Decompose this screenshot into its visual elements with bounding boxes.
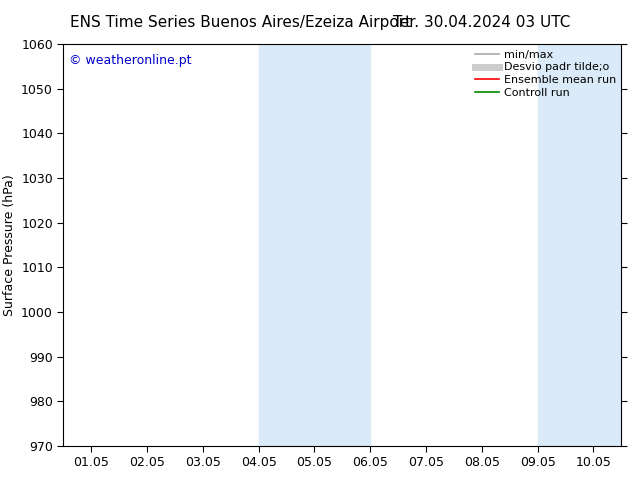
Bar [538, 44, 621, 446]
Y-axis label: Surface Pressure (hPa): Surface Pressure (hPa) [3, 174, 16, 316]
Bar [259, 44, 370, 446]
Legend: min/max, Desvio padr tilde;o, Ensemble mean run, Controll run: min/max, Desvio padr tilde;o, Ensemble m… [475, 49, 616, 98]
Text: Ter. 30.04.2024 03 UTC: Ter. 30.04.2024 03 UTC [393, 15, 571, 30]
Text: © weatheronline.pt: © weatheronline.pt [69, 54, 191, 67]
Text: ENS Time Series Buenos Aires/Ezeiza Airport: ENS Time Series Buenos Aires/Ezeiza Airp… [70, 15, 411, 30]
